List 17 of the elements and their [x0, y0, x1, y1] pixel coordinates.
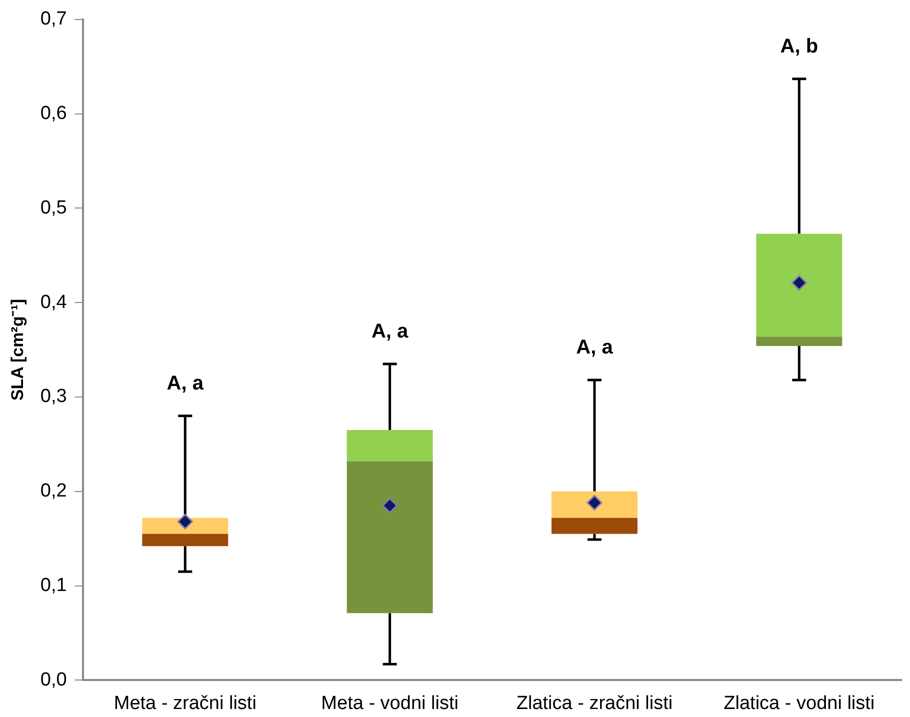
- y-tick-label: 0,3: [40, 386, 67, 408]
- annotation: A, a: [576, 336, 614, 359]
- y-tick-label: 0,5: [40, 197, 67, 218]
- y-axis-title: SLA [cm²g⁻¹]: [8, 298, 27, 401]
- x-tick-label: Zlatica - zračni listi: [516, 692, 673, 714]
- y-tick-label: 0,7: [40, 8, 67, 30]
- y-tick-label: 0,4: [40, 292, 68, 313]
- y-tick-label: 0,2: [40, 480, 67, 502]
- y-tick-label: 0,6: [40, 103, 67, 124]
- y-tick-label: 0,0: [40, 669, 67, 690]
- y-tick-label: 0,1: [40, 575, 67, 596]
- annotation: A, a: [371, 320, 410, 342]
- annotation: A, b: [780, 35, 818, 58]
- x-tick-label: Zlatica - vodni listi: [724, 692, 875, 714]
- annotation: A, a: [166, 372, 204, 394]
- x-tick-label: Meta - zračni listi: [114, 692, 256, 714]
- x-tick-label: Meta - vodni listi: [321, 692, 458, 714]
